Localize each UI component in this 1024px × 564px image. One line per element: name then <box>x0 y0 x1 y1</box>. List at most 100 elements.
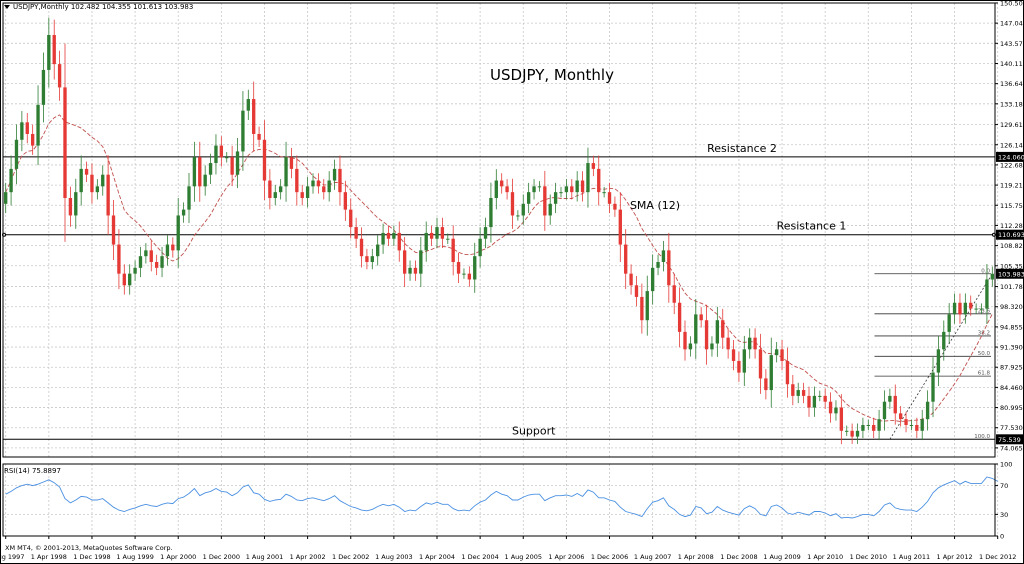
x-tick-label: 1 Apr 1998 <box>31 553 67 561</box>
candle-body <box>154 262 159 268</box>
candle-body <box>462 273 466 275</box>
candle-body <box>516 215 520 217</box>
candle-body <box>958 302 962 315</box>
x-tick-label: 1 Dec 2004 <box>461 553 498 561</box>
level-price-text: 110.693 <box>998 231 1024 239</box>
x-tick-label: 1 Apr 2008 <box>678 553 714 561</box>
candle-body <box>920 419 924 431</box>
x-tick-label: 1 Aug 2007 <box>634 553 672 561</box>
level-price-tag <box>996 434 1023 445</box>
y-tick-label: 94.855 <box>1000 323 1023 331</box>
candle-body <box>354 227 358 239</box>
candle-body <box>925 401 930 420</box>
level-label: Resistance 2 <box>707 142 777 155</box>
level-price-text: 75.539 <box>998 436 1021 444</box>
y-tick-label: 119.215 <box>1000 182 1024 190</box>
candle-body <box>268 180 272 198</box>
candle-body <box>947 314 951 332</box>
candle-body <box>791 384 795 396</box>
fib-trendline <box>889 273 993 440</box>
y-tick-label: 122.680 <box>1000 161 1024 169</box>
candle-body <box>483 227 488 239</box>
candle-body <box>721 320 725 338</box>
candle-body <box>424 232 428 251</box>
y-tick-label: 105.355 <box>1000 262 1024 270</box>
x-tick-label: 1 Aug 2009 <box>763 553 801 561</box>
x-tick-label: 1 Apr 2004 <box>419 553 455 561</box>
candle-body <box>818 395 822 397</box>
level-price-text: 124.060 <box>998 153 1024 161</box>
candle-body <box>208 163 213 175</box>
candle-body <box>451 238 455 263</box>
candle-body <box>402 250 407 274</box>
y-tick-label: 80.995 <box>1000 404 1023 412</box>
copyright-footer: XM MT4, © 2001-2013, MetaQuotes Software… <box>5 544 173 552</box>
candle-body <box>392 232 396 239</box>
candle-body <box>796 390 800 396</box>
rsi-panel: 100 70 30 0 <box>3 461 1012 541</box>
fib-level-label: 23.6 <box>978 308 991 314</box>
candle-body <box>575 180 579 193</box>
candle-body <box>500 180 504 187</box>
x-tick-label: 1 Apr 2000 <box>160 553 196 561</box>
candle-body <box>564 186 569 193</box>
candle-body <box>828 401 833 414</box>
candle-body <box>47 35 51 70</box>
candle-body <box>181 209 186 216</box>
candle-body <box>753 337 757 350</box>
y-tick-label: 108.820 <box>1000 242 1024 250</box>
candle-body <box>764 378 768 391</box>
candle-body <box>688 343 693 350</box>
candle-body <box>586 163 590 193</box>
x-tick-label: 1 Aug 1997 <box>0 553 24 561</box>
candle-body <box>645 291 649 321</box>
x-tick-label: 1 Aug 2001 <box>246 553 284 561</box>
y-tick-label: 140.110 <box>1000 60 1024 68</box>
candle-body <box>419 250 423 274</box>
fib-level-label: 0.0 <box>981 268 990 274</box>
y-tick-label: 115.750 <box>1000 202 1024 210</box>
candle-body <box>122 273 126 286</box>
candle-body <box>165 244 170 257</box>
candle-body <box>300 192 304 198</box>
candle-body <box>144 250 148 257</box>
candle-body <box>338 168 342 193</box>
candle-body <box>106 174 110 216</box>
candle-body <box>111 215 116 245</box>
candle-body <box>467 273 472 280</box>
candle-body <box>624 244 628 274</box>
y-tick-label: 112.285 <box>1000 222 1024 230</box>
candle-body <box>84 168 89 175</box>
level-label: Support <box>512 424 556 437</box>
rsi-panel-border <box>2 463 996 537</box>
x-tick-label: 1 Aug 2011 <box>893 553 931 561</box>
candle-body <box>904 419 908 425</box>
candle-body <box>769 355 773 391</box>
candle-body <box>332 168 337 181</box>
x-tick-label: 1 Aug 2003 <box>375 553 413 561</box>
candle-body <box>429 232 434 239</box>
candle-body <box>672 285 676 303</box>
candle-body <box>101 174 105 187</box>
candle-body <box>252 99 256 134</box>
candle-body <box>9 168 13 193</box>
candle-body <box>187 186 191 210</box>
candle-body <box>661 250 666 263</box>
y-tick-label: 147.040 <box>1000 20 1024 28</box>
candle-body <box>343 192 348 210</box>
candle-body <box>602 192 606 194</box>
rsi-line <box>5 476 998 519</box>
chart-title: USDJPY, Monthly <box>490 66 614 84</box>
candle-body <box>597 168 601 193</box>
candle-body <box>241 110 245 152</box>
candle-body <box>235 151 240 175</box>
candle-body <box>888 395 892 402</box>
candle-body <box>834 407 838 414</box>
candle-body <box>25 122 29 134</box>
y-tick-label: 98.320 <box>1000 303 1023 311</box>
chevron-down-icon[interactable] <box>4 5 10 9</box>
y-tick-label: 136.645 <box>1000 80 1024 88</box>
last-price-text: 103.983 <box>998 270 1024 278</box>
candle-body <box>198 157 202 187</box>
